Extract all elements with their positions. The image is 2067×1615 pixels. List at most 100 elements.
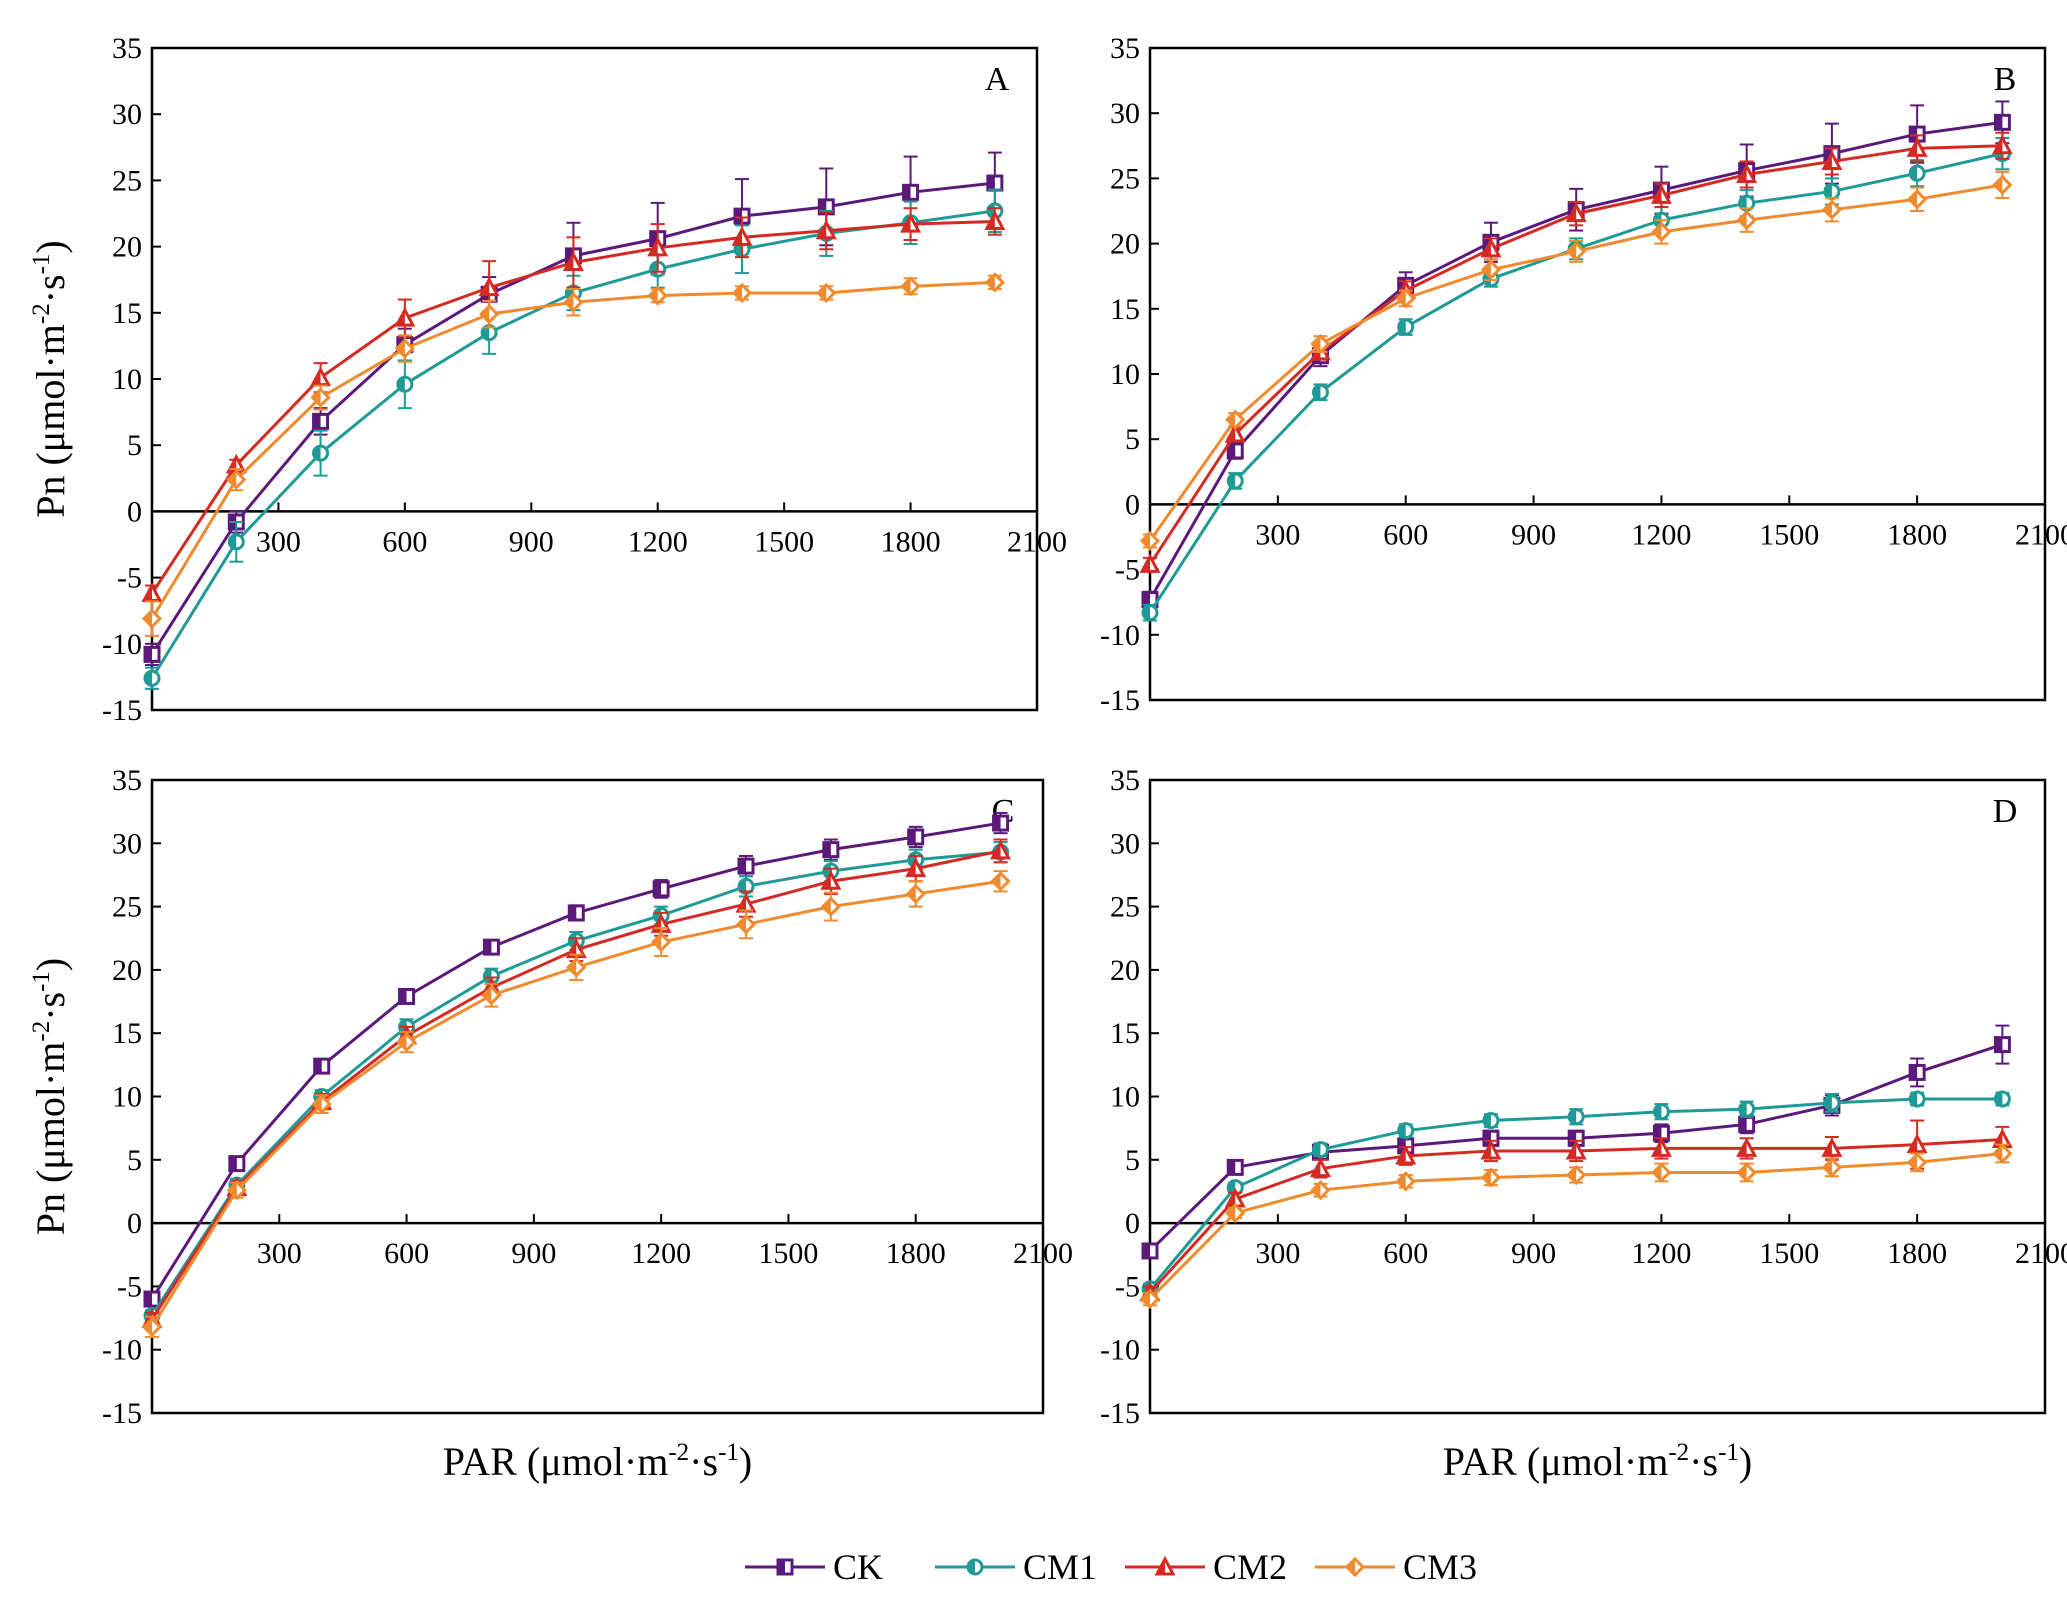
legend-marker-square	[776, 1558, 794, 1576]
data-point-cm3	[1736, 210, 1757, 231]
data-point-cm3	[1139, 530, 1161, 552]
data-point-cm3	[563, 292, 584, 313]
data-point-cm1	[480, 324, 498, 342]
y-tick-label-c: 5	[127, 1144, 142, 1177]
y-tick-label-c: 20	[112, 954, 142, 987]
y-tick-label-b: 30	[1110, 97, 1140, 130]
y-tick-label-b: 5	[1125, 423, 1140, 456]
data-point-cm2	[1736, 163, 1758, 183]
data-point-cm2	[900, 212, 922, 233]
data-point-cm3	[394, 338, 415, 359]
x-tick-label-c: 2100	[1013, 1237, 1073, 1270]
data-point-ck	[398, 987, 416, 1005]
data-point-cm3	[1480, 259, 1502, 280]
x-tick-label-b: 1500	[1759, 518, 1819, 551]
data-point-ck	[567, 904, 585, 922]
data-point-cm2	[1395, 1144, 1417, 1165]
data-point-cm3	[1651, 221, 1672, 242]
legend-label: CM1	[1023, 1547, 1097, 1587]
y-tick-label-d: 20	[1110, 954, 1140, 987]
y-tick-label-a: 35	[112, 32, 142, 65]
x-tick-label-b: 600	[1383, 518, 1428, 551]
data-point-ck	[737, 857, 755, 875]
data-point-cm1	[1823, 1094, 1841, 1112]
data-point-cm1	[396, 375, 414, 393]
y-tick-label-d: -5	[1115, 1270, 1140, 1303]
data-point-ck	[1226, 442, 1244, 460]
y-tick-label-b: -10	[1100, 619, 1140, 652]
x-tick-label-a: 1800	[881, 525, 941, 558]
x-tick-label-a: 2100	[1007, 525, 1067, 558]
x-tick-label-d: 1500	[1759, 1237, 1819, 1270]
x-tick-label-a: 600	[382, 525, 427, 558]
y-tick-label-a: 0	[127, 495, 142, 528]
y-tick-label-b: 15	[1110, 293, 1140, 326]
y-tick-label-a: -15	[102, 694, 142, 727]
plot-frame-b	[1148, 46, 2047, 702]
y-tick-label-b: 25	[1110, 162, 1140, 195]
series-cm2-d	[1139, 1119, 2013, 1302]
legend-marker-diamond	[1344, 1556, 1366, 1578]
y-tick-label-b: -5	[1115, 554, 1140, 587]
data-point-ck	[652, 880, 670, 898]
data-point-cm1	[1141, 604, 1159, 622]
data-point-cm1	[143, 669, 161, 687]
panel-label-b: B	[1994, 61, 2017, 98]
data-point-cm3	[1225, 409, 1246, 430]
data-point-cm3	[1480, 1167, 1502, 1188]
data-point-ck	[1226, 1158, 1244, 1176]
series-ck-a	[143, 151, 1004, 666]
data-point-cm1	[1908, 164, 1926, 182]
data-point-cm2	[984, 210, 1006, 230]
y-tick-label-b: -15	[1100, 684, 1140, 717]
y-tick-label-c: 30	[112, 827, 142, 860]
y-tick-label-c: -5	[117, 1270, 142, 1303]
data-point-cm2	[1224, 422, 1246, 443]
y-tick-label-d: 30	[1110, 827, 1140, 860]
data-point-cm2	[1480, 237, 1502, 258]
series-line-ck	[150, 821, 1001, 1300]
data-point-cm2	[1309, 1157, 1331, 1178]
y-tick-label-d: 5	[1125, 1144, 1140, 1177]
x-tick-label-c: 300	[257, 1237, 302, 1270]
data-point-cm3	[481, 985, 502, 1006]
y-tick-label-d: 35	[1110, 764, 1140, 797]
data-point-cm3	[141, 608, 163, 629]
data-point-cm2	[1736, 1137, 1758, 1157]
data-point-cm1	[1397, 1122, 1415, 1140]
data-point-cm3	[647, 285, 668, 306]
panel-c: -15 -10 -5 0 5 10 15 20 25 30 35 300 600 900 1200 1500 1…	[28, 764, 1073, 1484]
y-tick-label-a: 30	[112, 98, 142, 131]
series-cm3-a	[141, 272, 1005, 637]
data-point-cm3	[141, 1316, 163, 1338]
data-point-cm1	[1397, 318, 1415, 336]
x-tick-label-b: 1800	[1887, 518, 1947, 551]
y-tick-label-d: 10	[1110, 1081, 1140, 1114]
panel-b: -15 -10 -5 0 5 10 15 20 25 30 35 300 600 900 1200 1500 1…	[1100, 32, 2067, 717]
data-point-cm2	[141, 582, 163, 602]
data-point-ck	[482, 938, 500, 956]
data-point-cm3	[1395, 1171, 1416, 1192]
legend-item-cm3: CM3	[1315, 1547, 1477, 1587]
series-line-cm3	[150, 280, 995, 620]
data-point-ck	[1738, 1115, 1756, 1133]
y-tick-label-c: 15	[112, 1017, 142, 1050]
x-tick-label-b: 900	[1511, 518, 1556, 551]
legend-label: CK	[833, 1547, 883, 1587]
data-point-cm3	[990, 871, 1011, 892]
series-cm3-b	[1139, 170, 2013, 552]
data-point-cm2	[1821, 1137, 1843, 1157]
data-point-cm3	[226, 1180, 247, 1201]
data-point-cm3	[1310, 1180, 1331, 1201]
data-point-cm1	[1311, 383, 1329, 401]
x-tick-label-d: 2100	[2015, 1237, 2067, 1270]
data-point-cm2	[1139, 553, 1161, 573]
y-tick-label-b: 35	[1110, 32, 1140, 65]
y-tick-label-b: 0	[1125, 488, 1140, 521]
y-tick-label-a: -10	[102, 628, 142, 661]
y-tick-label-a: 5	[127, 429, 142, 462]
data-point-cm1	[737, 877, 755, 895]
data-point-ck	[143, 645, 161, 663]
data-point-ck	[902, 183, 920, 201]
